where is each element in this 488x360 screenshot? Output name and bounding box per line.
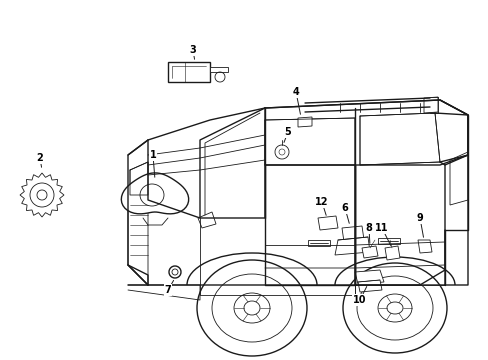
Polygon shape	[384, 246, 399, 260]
Polygon shape	[341, 226, 363, 242]
Text: 10: 10	[352, 295, 366, 305]
Text: 8: 8	[365, 223, 372, 233]
Text: 9: 9	[416, 213, 423, 223]
Polygon shape	[264, 118, 354, 165]
Text: 11: 11	[374, 223, 388, 233]
Polygon shape	[128, 195, 148, 285]
Polygon shape	[359, 113, 439, 165]
Polygon shape	[130, 162, 148, 195]
Text: 4: 4	[292, 87, 299, 97]
Polygon shape	[361, 246, 377, 258]
Text: 3: 3	[189, 45, 196, 55]
Text: 1: 1	[149, 150, 156, 160]
Polygon shape	[334, 237, 369, 255]
Polygon shape	[417, 240, 431, 253]
Polygon shape	[209, 67, 227, 72]
Polygon shape	[354, 270, 383, 284]
Polygon shape	[168, 62, 209, 82]
Polygon shape	[423, 97, 437, 113]
Text: 2: 2	[37, 153, 43, 163]
Polygon shape	[20, 173, 64, 217]
Polygon shape	[357, 280, 381, 292]
Polygon shape	[317, 216, 337, 230]
Polygon shape	[297, 117, 311, 127]
Polygon shape	[121, 173, 188, 214]
Polygon shape	[198, 212, 216, 228]
Text: 5: 5	[284, 127, 291, 137]
Text: 12: 12	[315, 197, 328, 207]
Text: 6: 6	[341, 203, 347, 213]
Polygon shape	[307, 240, 329, 246]
Text: 7: 7	[164, 285, 171, 295]
Polygon shape	[377, 238, 399, 244]
Polygon shape	[449, 152, 467, 205]
